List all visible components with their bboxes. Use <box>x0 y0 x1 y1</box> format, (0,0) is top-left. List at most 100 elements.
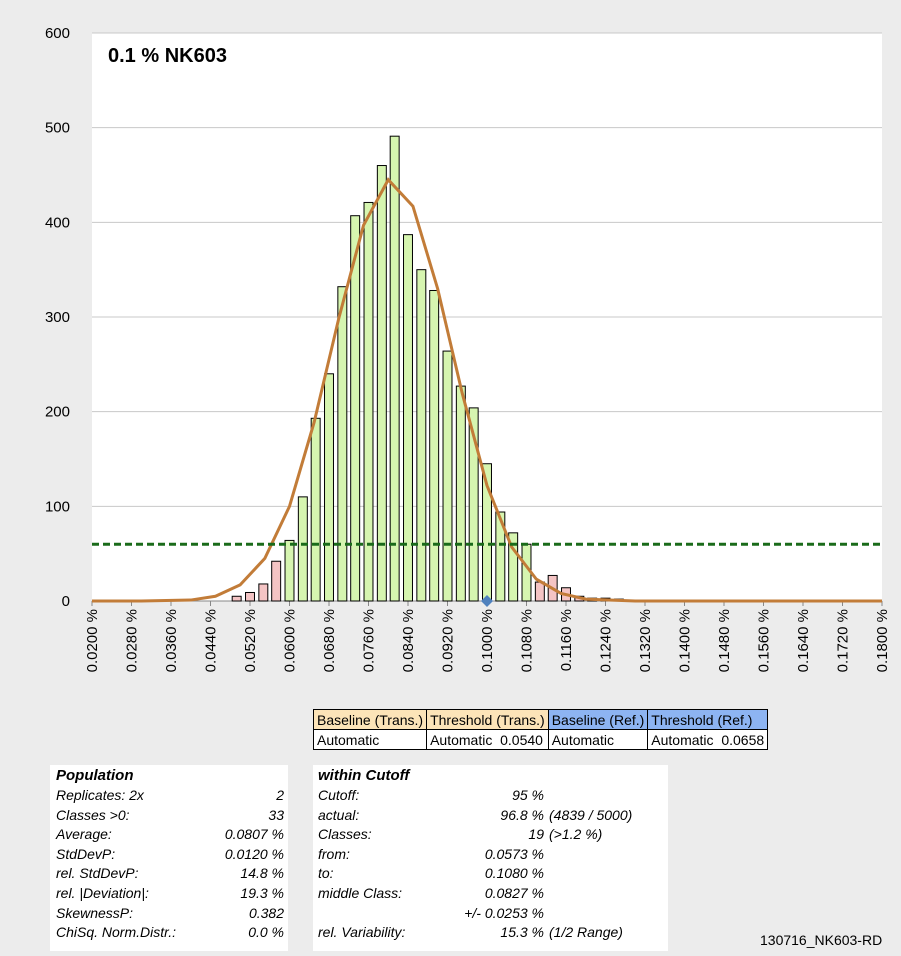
stat-value: 95 % <box>512 787 544 803</box>
x-tick-label: 0.1800 % <box>874 609 891 672</box>
stat-label: Cutoff: <box>318 787 360 803</box>
bar <box>231 595 242 602</box>
stat-value: 33 <box>268 806 284 823</box>
stat-value: 0.0 % <box>248 924 284 941</box>
x-tick-label: 0.1400 % <box>677 609 694 672</box>
x-tick-label: 0.1560 % <box>756 609 773 672</box>
stat-value: 0.0827 % <box>484 885 544 901</box>
bar <box>455 385 466 602</box>
header-cell: Threshold (Trans.) <box>426 709 549 730</box>
value-cell: Automatic <box>547 729 649 750</box>
x-tick-label: 0.0600 % <box>282 609 299 672</box>
stat-note: (1/2 Range) <box>549 924 623 941</box>
box-title: within Cutoff <box>318 767 410 784</box>
bar <box>442 350 453 602</box>
bar <box>508 532 519 602</box>
chart: 0 100 200 300 400 500 600 0.0200 % 0.0280 % 0.036… <box>45 25 891 672</box>
stat-label: rel. StdDevP: <box>56 865 139 882</box>
x-tick-label: 0.0440 % <box>203 609 220 672</box>
stat-value: 0.1080 % <box>484 865 544 882</box>
chart-title: 0.1 % NK603 <box>108 45 227 67</box>
stat-value: 0.0573 % <box>484 845 544 862</box>
value-cell: Automatic 0.0658 <box>647 729 769 750</box>
stat-label: middle Class: <box>318 885 403 901</box>
bar <box>297 496 308 602</box>
x-tick-label: 0.0760 % <box>361 609 378 672</box>
x-tick-label: 0.0920 % <box>440 609 457 672</box>
bar <box>534 581 545 602</box>
bar <box>429 289 440 602</box>
header-row: Baseline (Trans.) Threshold (Trans.) Basel… <box>312 709 769 730</box>
stat-value: 19 <box>528 826 544 843</box>
x-tick-label: 0.0680 % <box>321 609 338 672</box>
y-tick-label: 400 <box>45 214 70 231</box>
x-tick-label: 0.0520 % <box>242 609 259 672</box>
settings-table: Baseline (Trans.) Threshold (Trans.) Basel… <box>312 709 769 750</box>
stat-value: 19.3 % <box>240 885 284 901</box>
stat-value: 0.0120 % <box>224 845 284 862</box>
stat-label: StdDevP: <box>56 845 116 862</box>
stat-value: 15.3 % <box>500 924 544 941</box>
x-tick-label: 0.1080 % <box>519 609 536 672</box>
stat-label: to: <box>318 865 334 882</box>
x-tick-label: 0.1640 % <box>795 609 812 672</box>
bar <box>271 560 282 602</box>
stat-label: SkewnessP: <box>56 904 134 921</box>
x-tick-label: 0.1000 % <box>479 609 496 672</box>
stat-label: Classes: <box>318 826 372 843</box>
bar <box>495 511 506 602</box>
stat-value: 2 <box>276 787 284 803</box>
y-tick-label: 0 <box>62 593 70 610</box>
y-tick-label: 600 <box>45 25 70 42</box>
x-tick-label: 0.1720 % <box>835 609 852 672</box>
value-cell: Automatic 0.0540 <box>426 729 549 750</box>
y-tick-label: 300 <box>45 309 70 326</box>
header-cell: Baseline (Ref.) <box>547 709 649 730</box>
marker <box>481 595 493 607</box>
bar <box>284 539 295 602</box>
bar <box>258 583 269 602</box>
bar <box>245 591 255 602</box>
x-tick-label: 0.0360 % <box>163 609 180 672</box>
bar <box>363 201 374 602</box>
stat-label: Classes >0: <box>56 806 130 823</box>
footer: 130716_NK603-RD <box>760 932 883 948</box>
bar <box>389 135 400 602</box>
bar <box>310 417 321 602</box>
stat-label: rel. |Deviation|: <box>56 885 149 901</box>
bar <box>337 286 348 602</box>
stat-label: actual: <box>318 806 360 823</box>
stat-value: 0.0807 % <box>224 826 284 843</box>
value-row: Automatic Automatic 0.0540 Automatic Automa… <box>312 729 769 750</box>
x-tick-label: 0.1320 % <box>637 609 654 672</box>
cutoff-box: within Cutoff Cutoff: 95 % actual: 96.8 % (48… <box>313 765 668 951</box>
y-tick-label: 100 <box>45 498 70 515</box>
stat-note: (4839 / 5000) <box>549 806 633 823</box>
bar <box>324 373 334 602</box>
header-cell: Threshold (Ref.) <box>647 709 769 730</box>
value-cell: Automatic <box>312 729 428 750</box>
bar <box>376 165 387 602</box>
bar <box>403 234 413 602</box>
x-tick-label: 0.0840 % <box>400 609 417 672</box>
stat-label: Replicates: 2x <box>56 787 144 803</box>
stat-label: rel. Variability: <box>318 924 406 941</box>
stat-label: Average: <box>56 826 112 843</box>
stat-value: 14.8 % <box>240 865 284 882</box>
header-cell: Baseline (Trans.) <box>312 709 428 730</box>
bar <box>350 215 361 602</box>
stat-value: 0.382 <box>248 904 284 921</box>
stat-value: 96.8 % <box>500 806 544 823</box>
x-tick-label: 0.1240 % <box>598 609 615 672</box>
fit-curve <box>92 177 882 603</box>
stat-label: ChiSq. Norm.Distr.: <box>56 924 177 941</box>
y-tick-label: 200 <box>45 404 70 421</box>
x-tick-label: 0.0200 % <box>84 609 101 672</box>
bar <box>416 269 427 602</box>
x-tick-label: 0.1480 % <box>716 609 733 672</box>
y-tick-label: 500 <box>45 120 70 137</box>
stat-note: (>1.2 %) <box>549 826 603 843</box>
x-tick-label: 0.0280 % <box>124 609 141 672</box>
stat-label: from: <box>318 845 350 862</box>
